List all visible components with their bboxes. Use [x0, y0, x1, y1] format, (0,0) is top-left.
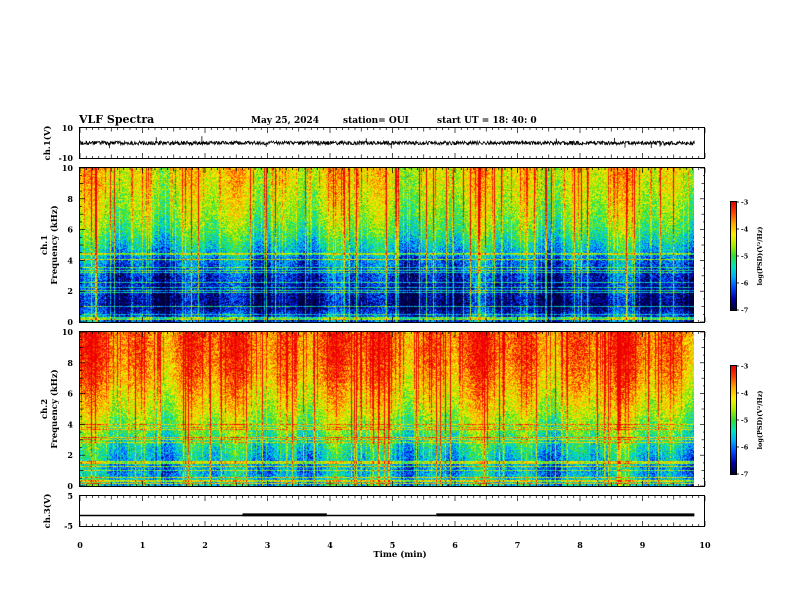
figure-date: May 25, 2024: [251, 116, 319, 126]
ch2-spectrogram-ylabel-line2: Frequency (kHz): [49, 369, 60, 448]
x-tick-label: 7: [515, 540, 521, 550]
ch2-y-tick-label: 0: [67, 481, 73, 491]
x-tick-label: 5: [390, 540, 396, 550]
ch1-y-tick-label: 8: [67, 194, 73, 204]
ch1-y-tick-label: 0: [67, 317, 73, 327]
ch3-ytick-bottom: -5: [64, 521, 73, 531]
ch2-spectrogram-ylabel-line1: ch.2: [40, 399, 50, 419]
ch1-waveform-frame: [79, 127, 705, 159]
ch1-colorbar-tick-label: -7: [741, 307, 748, 315]
ch2-y-tick-label: 4: [67, 419, 73, 429]
x-tick-label: 1: [140, 540, 146, 550]
axis-ticks: [79, 128, 706, 526]
figure-station: station= OUI: [343, 116, 409, 126]
ch2-colorbar-label: log(PSD)(V²/Hz): [756, 391, 764, 450]
figure-title: VLF Spectra: [78, 113, 154, 126]
figure-start-time: start UT = 18: 40: 0: [437, 116, 537, 126]
ch1-colorbar-label: log(PSD)(V²/Hz): [756, 227, 764, 286]
x-tick-label: 0: [77, 540, 83, 550]
ch3-trace-segments: [80, 513, 695, 517]
ch3-trace-ylabel: ch.3(V): [42, 494, 53, 529]
x-tick-label: 3: [265, 540, 271, 550]
ch1-y-tick-label: 10: [62, 163, 74, 173]
ch1-y-tick-label: 4: [67, 255, 73, 265]
ch1-y-tick-label: 6: [67, 225, 73, 235]
x-tick-label: 4: [327, 540, 333, 550]
ch1-colorbar-tick-label: -5: [741, 253, 749, 261]
x-tick-label: 8: [577, 540, 583, 550]
ch1-waveform-ylabel: ch.1(V): [42, 126, 53, 161]
ch1-spectrogram-ylabel-line1: ch.1: [40, 235, 50, 255]
ch1-spectrogram-image: [80, 168, 694, 322]
ch3-ytick-top: 5: [67, 491, 73, 501]
ch1-y-tick-label: 2: [67, 286, 73, 296]
ch1-waveform-trace: [79, 136, 695, 149]
ch3-trace-frame: [79, 495, 705, 527]
x-tick-label: 2: [202, 540, 208, 550]
ch1-spectrogram-ylabel-line2: Frequency (kHz): [49, 205, 60, 284]
ch1-colorbar-tick-label: -4: [741, 226, 749, 234]
x-tick-label: 9: [640, 540, 646, 550]
ch1-ytick-top: 10: [62, 123, 74, 133]
ch1-colorbar-tick-label: -3: [741, 199, 749, 207]
ch2-y-tick-label: 10: [62, 327, 74, 337]
ch2-colorbar-tick-label: -7: [741, 471, 748, 479]
ch2-colorbar-tick-label: -5: [741, 417, 749, 425]
ch2-y-tick-label: 6: [67, 389, 73, 399]
x-axis-label: Time (min): [373, 549, 426, 560]
ch2-spectrogram-image: [80, 332, 694, 486]
ch1-colorbar: [731, 202, 736, 310]
ch2-y-tick-label: 2: [67, 450, 73, 460]
ch2-y-tick-label: 8: [67, 358, 73, 368]
ch2-colorbar: [731, 366, 736, 474]
ch2-colorbar-tick-label: -4: [741, 390, 749, 398]
x-tick-label: 10: [699, 540, 711, 550]
ch1-ytick-bottom: -10: [59, 153, 74, 163]
ch1-colorbar-tick-label: -6: [741, 280, 749, 288]
ch2-colorbar-tick-label: -6: [741, 444, 749, 452]
x-tick-label: 6: [452, 540, 458, 550]
ch2-colorbar-tick-label: -3: [741, 363, 749, 371]
